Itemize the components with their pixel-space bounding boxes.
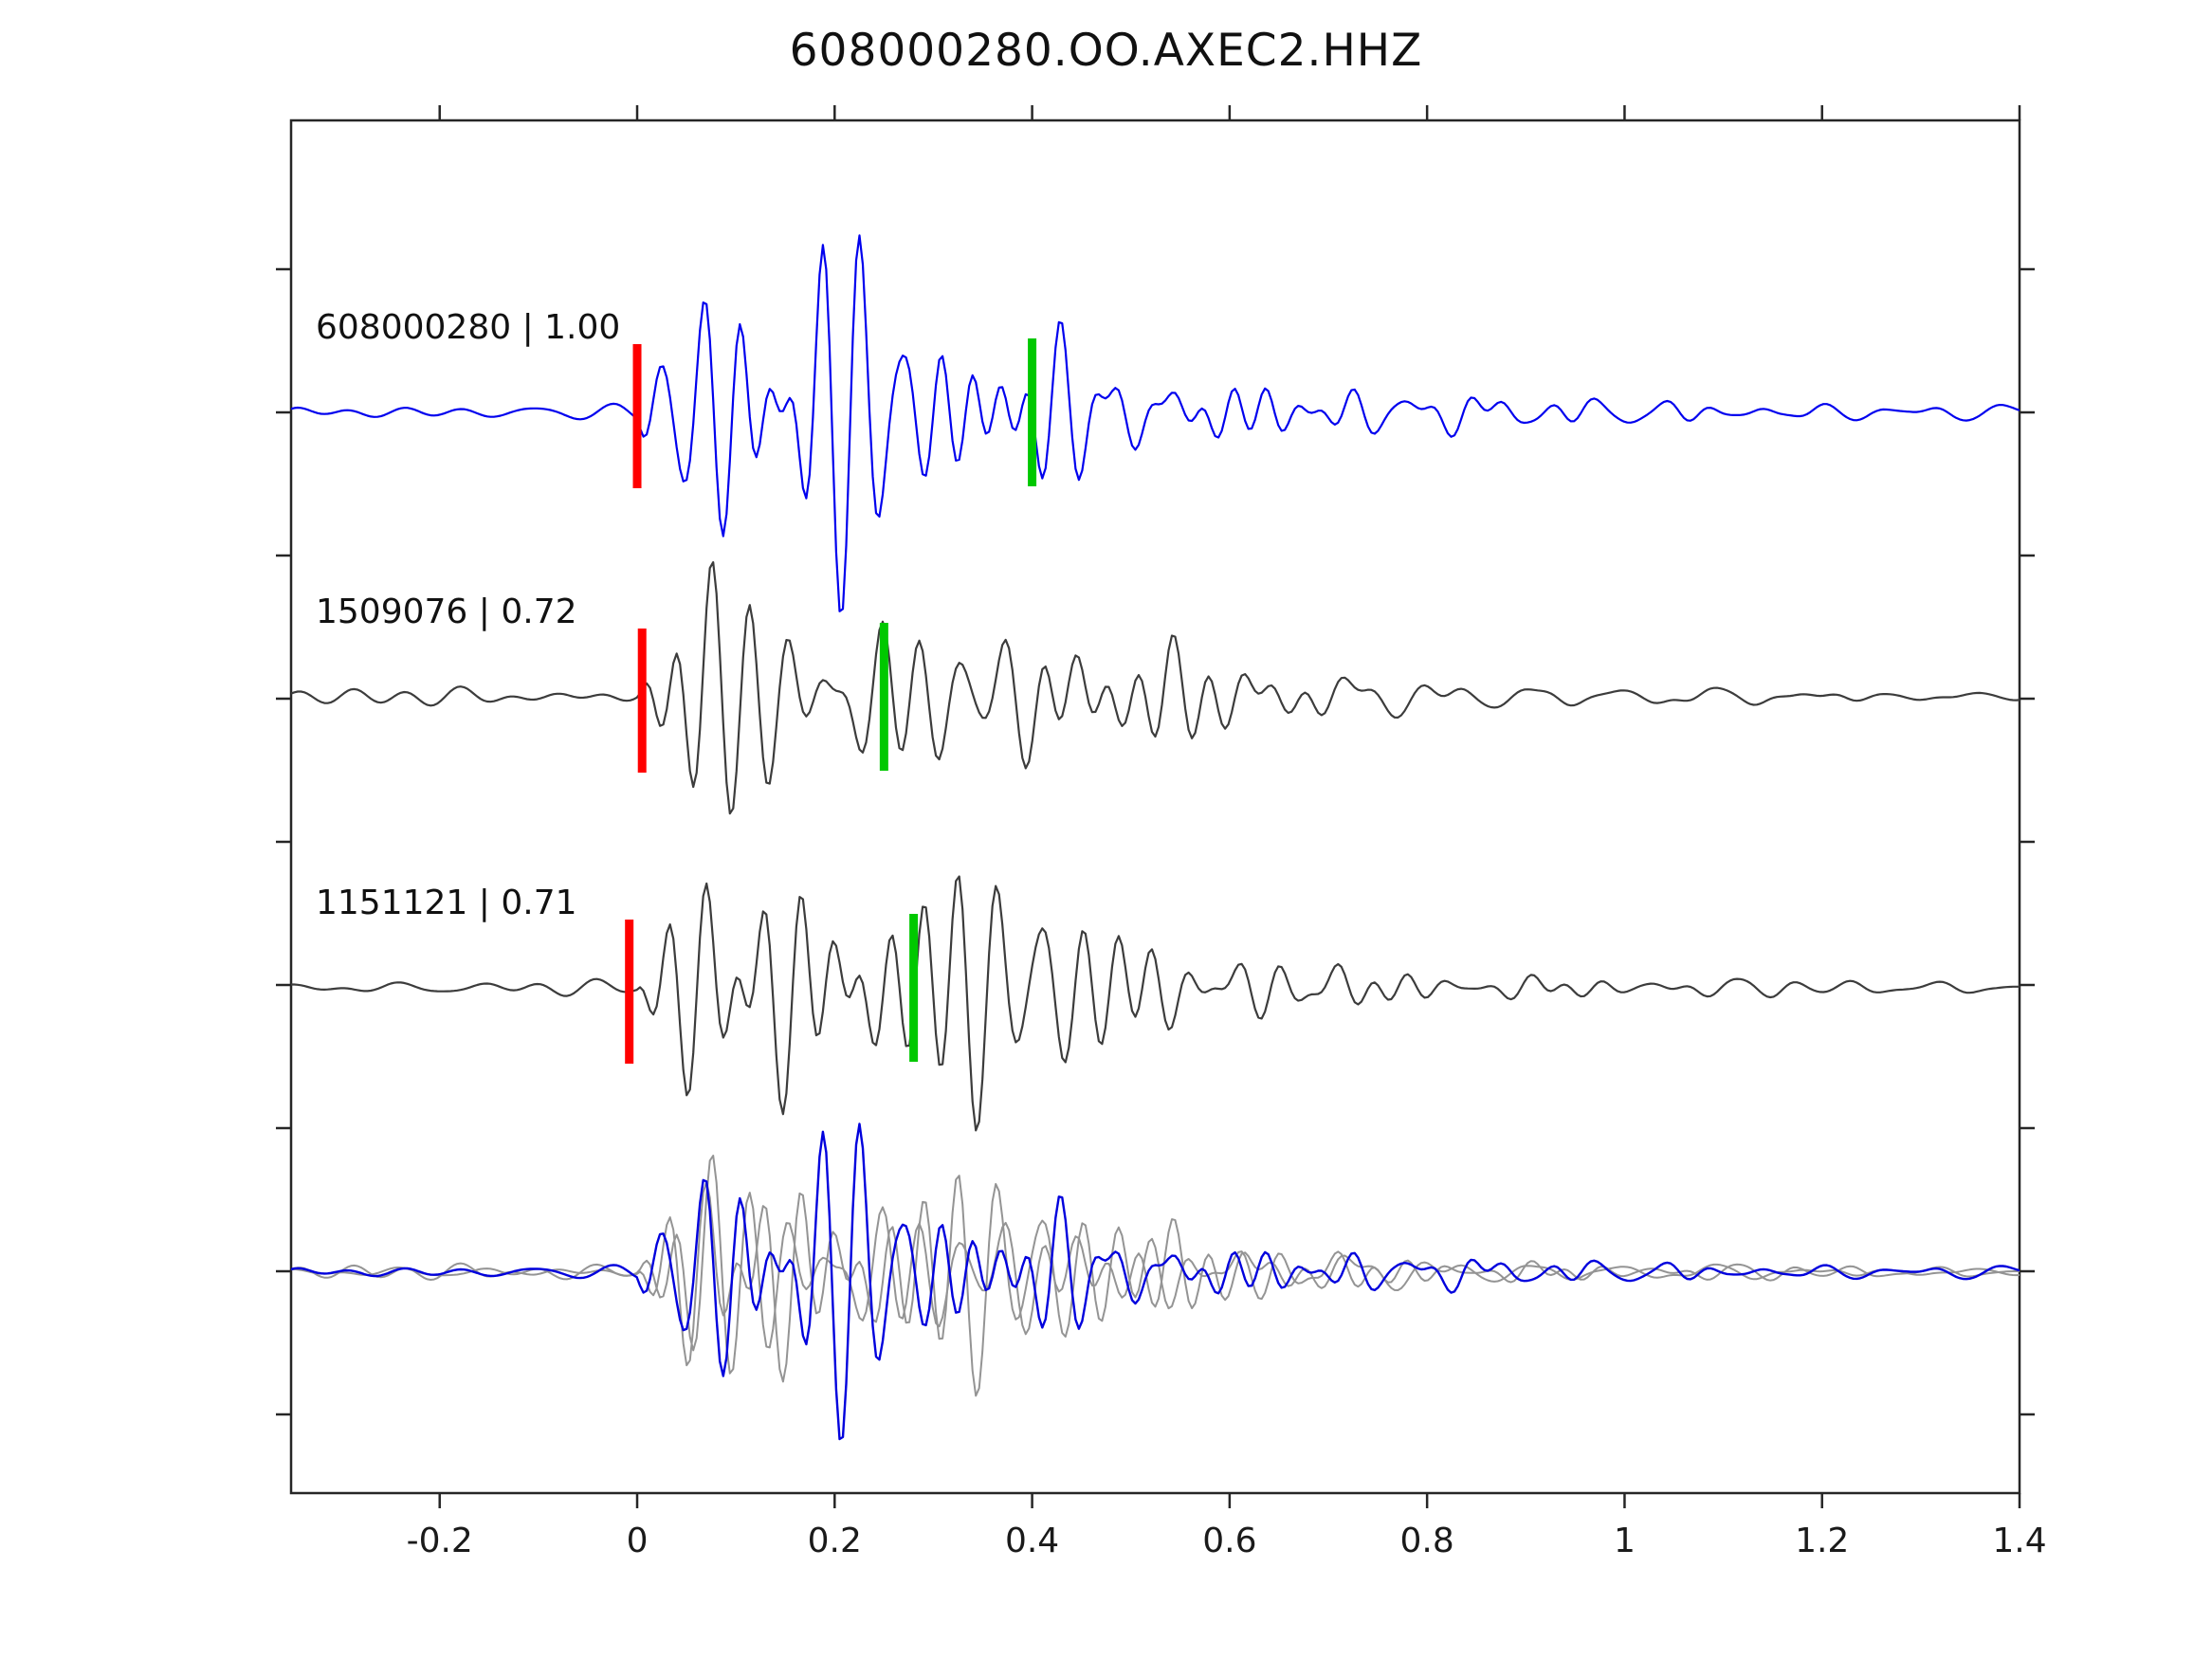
overlay-trace-1509076	[291, 1155, 2020, 1375]
x-axis-tick-label: 0.8	[1400, 1522, 1454, 1560]
trace-waveform-608000280	[291, 234, 2020, 612]
x-axis-tick-label: 1	[1614, 1522, 1636, 1560]
trace-label-1509076: 1509076 | 0.72	[316, 592, 577, 631]
chart-title: 608000280.OO.AXEC2.HHZ	[789, 25, 1423, 77]
trace-waveform-1151121	[291, 875, 2020, 1132]
x-axis-tick-label: 0.6	[1202, 1522, 1256, 1560]
trace-waveform-1509076	[291, 561, 2020, 815]
trace-label-608000280: 608000280 | 1.00	[316, 308, 620, 347]
x-axis-tick-label: -0.2	[407, 1522, 473, 1560]
overlay-trace-608000280	[291, 1122, 2020, 1441]
x-axis-tick-label: 0	[627, 1522, 649, 1560]
x-axis-tick-label: 0.2	[808, 1522, 862, 1560]
x-axis-tick-label: 1.4	[1992, 1522, 2046, 1560]
x-axis-tick-label: 0.4	[1005, 1522, 1059, 1560]
traces-group	[291, 234, 2020, 1441]
trace-label-1151121: 1151121 | 0.71	[316, 884, 577, 922]
x-axis-tick-label: 1.2	[1795, 1522, 1849, 1560]
